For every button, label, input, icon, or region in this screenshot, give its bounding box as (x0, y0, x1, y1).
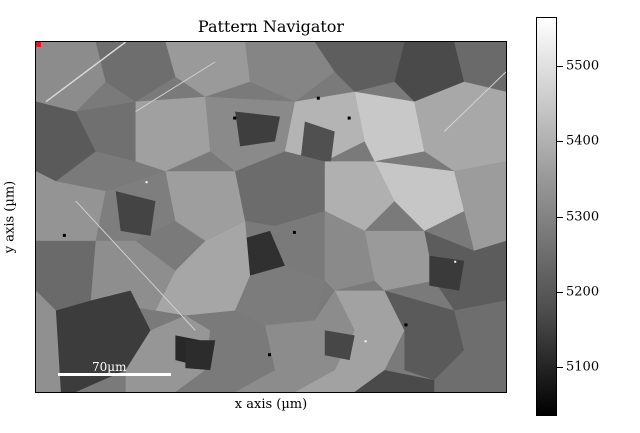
colorbar-tick (557, 291, 563, 293)
colorbar-tick (557, 141, 563, 143)
colorbar-tick-label: 5500 (566, 58, 600, 74)
colorbar-tick (557, 367, 563, 369)
colorbar-tick-label: 5400 (566, 133, 600, 149)
plot-title: Pattern Navigator (197, 17, 345, 36)
colorbar-tick (557, 216, 563, 218)
navigator-image[interactable] (35, 41, 507, 393)
grain-map (36, 42, 506, 392)
colorbar-tick-label: 5300 (566, 209, 600, 224)
scale-bar-label: 70µm (92, 360, 127, 374)
colorbar (536, 17, 557, 416)
scale-bar (58, 373, 171, 376)
colorbar-tick-label: 5200 (566, 284, 600, 300)
colorbar-tick-label: 5100 (566, 359, 600, 375)
y-axis-label: y axis (µm) (2, 180, 18, 254)
x-axis-label: x axis (µm) (234, 397, 308, 412)
colorbar-tick (557, 65, 563, 67)
